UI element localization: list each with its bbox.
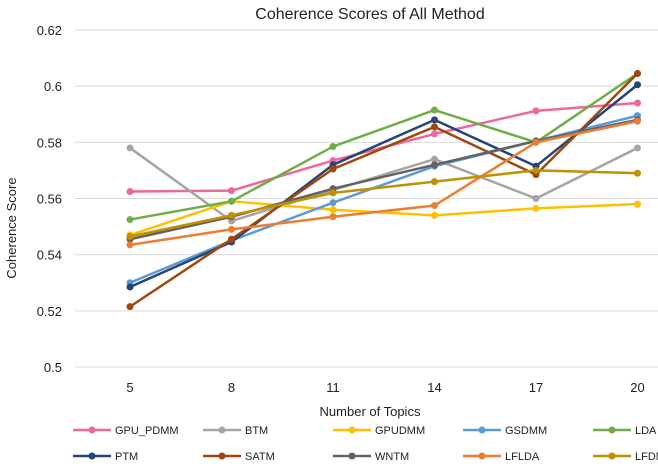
series-line <box>129 114 638 284</box>
legend-label: BTM <box>245 425 268 437</box>
y-tick-label: 0.5 <box>44 360 62 375</box>
legend-item: SATM <box>203 451 275 463</box>
legend-item: LFLDA <box>463 451 540 463</box>
data-point <box>532 166 540 174</box>
series-line <box>129 72 639 221</box>
data-point <box>634 70 641 78</box>
legend-item: WNTM <box>333 451 409 463</box>
data-point <box>532 138 540 146</box>
data-point <box>126 283 134 291</box>
data-point <box>634 200 641 208</box>
series-satm <box>126 70 641 311</box>
data-point <box>532 107 540 115</box>
data-point <box>329 206 337 214</box>
legend-label: GSDMM <box>505 425 547 437</box>
data-point <box>431 178 438 186</box>
series-line <box>129 200 638 237</box>
data-point <box>126 216 134 224</box>
data-point <box>634 99 641 107</box>
data-point <box>126 232 134 240</box>
legend-item: BTM <box>203 425 268 437</box>
data-point <box>634 117 641 125</box>
data-point <box>126 241 134 249</box>
data-point <box>431 130 438 138</box>
legend-item: PTM <box>73 451 138 463</box>
data-point <box>431 155 438 163</box>
legend-swatch-marker <box>478 426 486 434</box>
legend-label: WNTM <box>375 451 409 463</box>
data-point <box>329 199 337 207</box>
data-point <box>126 303 134 311</box>
y-tick-label: 0.58 <box>37 135 62 150</box>
x-tick-label: 11 <box>326 380 340 395</box>
legend-swatch-marker <box>218 452 226 460</box>
data-point <box>228 225 235 233</box>
data-point <box>532 195 540 202</box>
legend-label: LFDMM <box>635 451 658 463</box>
legend-label: PTM <box>115 451 138 463</box>
data-point <box>329 143 337 151</box>
legend-item: LDA <box>593 425 657 437</box>
data-point <box>126 187 134 195</box>
data-point <box>634 81 641 89</box>
data-point <box>126 144 134 152</box>
data-point <box>431 202 438 210</box>
data-point <box>329 213 337 221</box>
chart-title: Coherence Scores of All Method <box>255 6 484 23</box>
legend-swatch-marker <box>348 426 356 434</box>
y-tick-label: 0.52 <box>37 304 62 319</box>
y-tick-label: 0.54 <box>37 248 62 263</box>
data-point <box>532 204 540 212</box>
series-gsdmm <box>126 112 641 287</box>
legend-swatch-marker <box>88 452 96 460</box>
legend-item: GPUDMM <box>333 425 425 437</box>
x-tick-label: 17 <box>529 380 543 395</box>
data-point <box>431 161 438 169</box>
data-point <box>228 211 235 219</box>
y-tick-label: 0.62 <box>37 23 62 38</box>
data-point <box>431 106 438 114</box>
x-tick-label: 5 <box>126 380 133 395</box>
legend-item: GPU_PDMM <box>73 425 179 437</box>
data-point <box>228 197 235 205</box>
legend-item: GSDMM <box>463 425 547 437</box>
series-lflda <box>126 117 641 249</box>
x-tick-label: 14 <box>427 380 441 395</box>
y-axis-label: Coherence Score <box>4 177 19 278</box>
x-axis-label: Number of Topics <box>320 404 421 419</box>
y-tick-label: 0.56 <box>37 192 62 207</box>
series-line <box>129 169 638 238</box>
data-point <box>431 116 438 124</box>
x-tick-label: 20 <box>630 380 644 395</box>
series-line <box>129 146 639 223</box>
legend-swatch-marker <box>608 426 616 434</box>
series-line <box>129 120 638 247</box>
data-point <box>634 169 641 177</box>
legend-label: SATM <box>245 451 275 463</box>
data-point <box>431 123 438 131</box>
series-line <box>129 72 639 308</box>
data-point <box>431 211 438 219</box>
data-point <box>329 165 337 173</box>
series-lfdmm <box>126 166 641 240</box>
legend-label: GPU_PDMM <box>115 425 179 437</box>
series-line <box>129 118 638 241</box>
legend-swatch-marker <box>478 452 486 460</box>
legend-label: LDA <box>635 425 657 437</box>
data-point <box>228 187 235 195</box>
x-tick-label: 8 <box>228 380 235 395</box>
legend-label: LFLDA <box>505 451 540 463</box>
data-point <box>634 144 641 152</box>
data-point <box>228 235 235 243</box>
legend-item: LFDMM <box>593 451 658 463</box>
y-tick-label: 0.6 <box>44 79 62 94</box>
legend-swatch-marker <box>348 452 356 460</box>
legend-label: GPUDMM <box>375 425 425 437</box>
legend-swatch-marker <box>218 426 226 434</box>
legend-swatch-marker <box>608 452 616 460</box>
data-point <box>329 189 337 197</box>
legend-swatch-marker <box>88 426 96 434</box>
